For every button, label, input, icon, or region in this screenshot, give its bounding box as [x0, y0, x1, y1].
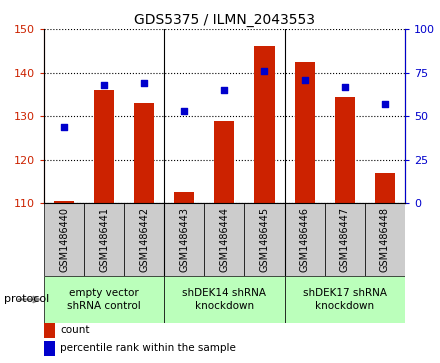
Text: shDEK14 shRNA
knockdown: shDEK14 shRNA knockdown [183, 288, 266, 311]
Text: protocol: protocol [4, 294, 50, 305]
Bar [94, 90, 114, 203]
Point [181, 108, 188, 114]
Text: GSM1486441: GSM1486441 [99, 207, 109, 272]
Bar [84, 203, 124, 276]
Bar [335, 97, 355, 203]
Bar [174, 192, 194, 203]
Text: shDEK17 shRNA
knockdown: shDEK17 shRNA knockdown [303, 288, 387, 311]
Bar [245, 203, 285, 276]
Bar [44, 323, 55, 338]
Text: GSM1486448: GSM1486448 [380, 207, 390, 272]
Text: count: count [60, 325, 90, 335]
Text: GSM1486443: GSM1486443 [180, 207, 189, 272]
Bar [44, 341, 55, 356]
Bar [365, 203, 405, 276]
Point [301, 77, 308, 82]
Bar [44, 203, 84, 276]
Point [381, 101, 388, 107]
Bar [204, 203, 245, 276]
Bar [164, 203, 204, 276]
Point [101, 82, 108, 88]
Point [61, 124, 68, 130]
Text: GSM1486445: GSM1486445 [260, 207, 269, 272]
Bar [285, 276, 405, 323]
Bar [124, 203, 164, 276]
Bar [294, 62, 315, 203]
Bar [44, 276, 164, 323]
Bar [134, 103, 154, 203]
Bar [375, 173, 395, 203]
Text: GSM1486444: GSM1486444 [220, 207, 229, 272]
Text: GSM1486447: GSM1486447 [340, 207, 350, 272]
Text: GSM1486440: GSM1486440 [59, 207, 69, 272]
Bar [214, 121, 235, 203]
Point [221, 87, 228, 93]
Title: GDS5375 / ILMN_2043553: GDS5375 / ILMN_2043553 [134, 13, 315, 26]
Bar [254, 46, 275, 203]
Bar [54, 201, 74, 203]
Bar [164, 276, 285, 323]
Point [341, 83, 348, 89]
Text: empty vector
shRNA control: empty vector shRNA control [67, 288, 141, 311]
Text: GSM1486442: GSM1486442 [139, 207, 149, 272]
Bar [285, 203, 325, 276]
Bar [325, 203, 365, 276]
Point [141, 80, 148, 86]
Point [261, 68, 268, 74]
Text: percentile rank within the sample: percentile rank within the sample [60, 343, 236, 354]
Text: GSM1486446: GSM1486446 [300, 207, 310, 272]
